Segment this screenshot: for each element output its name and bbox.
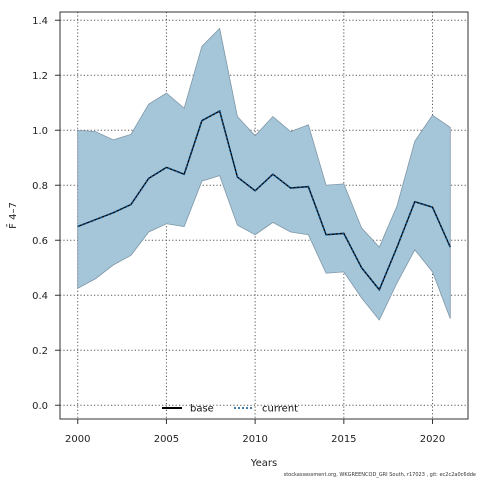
x-tick-label: 2005 (154, 434, 179, 445)
legend-label-base: base (190, 404, 214, 415)
series-lines (77, 109, 451, 292)
y-tick-label: 1.0 (32, 126, 48, 137)
y-tick-label: 0.4 (32, 291, 48, 302)
plot-frame (59, 11, 469, 420)
x-tick-label: 2020 (420, 434, 445, 445)
y-tick-label: 1.4 (32, 16, 48, 27)
confidence-band (77, 27, 451, 321)
footer-credit: stockassessment.org, WKGREENCOD_GRI Sout… (283, 472, 476, 478)
y-tick-label: 0.2 (32, 346, 48, 357)
y-tick-label: 0.8 (32, 181, 48, 192)
x-axis-label: Years (250, 458, 277, 469)
x-tick-label: 2000 (65, 434, 90, 445)
legend-label-current: current (262, 404, 298, 415)
x-axis: 2000 2005 2010 2015 2020 (65, 419, 445, 445)
y-tick-label: 0.6 (32, 236, 48, 247)
y-axis: 0.0 0.2 0.4 0.6 0.8 1.0 1.2 1.4 (32, 16, 60, 412)
y-tick-label: 0.0 (32, 401, 48, 412)
x-tick-label: 2015 (331, 434, 356, 445)
legend: base current (162, 404, 298, 415)
series-line-current (77, 109, 451, 292)
y-axis-label: F̄ 4–7 (6, 202, 19, 229)
x-tick-label: 2010 (242, 434, 267, 445)
y-tick-label: 1.2 (32, 71, 48, 82)
confidence-band-area (77, 27, 451, 321)
